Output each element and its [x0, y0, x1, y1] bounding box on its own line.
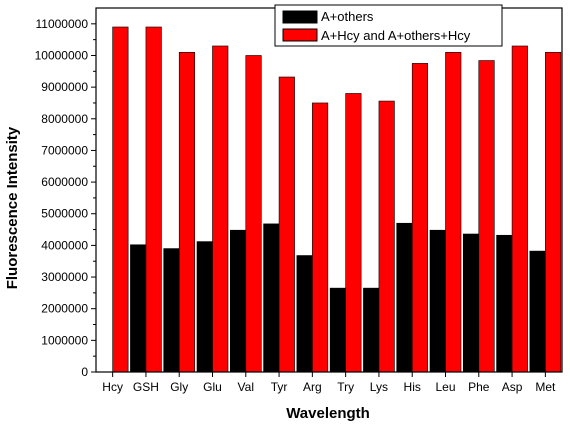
- bar-a-hcy-asp: [511, 45, 528, 373]
- legend-label-a-hcy: A+Hcy and A+others+Hcy: [321, 28, 471, 43]
- bar-a-others-his: [396, 222, 413, 373]
- bar-a-others-phe: [462, 233, 480, 373]
- bar-a-hcy-met: [545, 52, 562, 373]
- bar-a-others-met: [529, 250, 546, 373]
- bar-a-others-tyr: [263, 223, 280, 373]
- y-tick-label-5: 5000000: [41, 207, 88, 221]
- x-tick-label-tyr: Tyr: [271, 380, 288, 394]
- bar-a-others-gsh: [130, 244, 147, 373]
- y-tick-label-6: 6000000: [41, 175, 88, 189]
- bar-a-hcy-try: [345, 93, 362, 373]
- bar-a-hcy-glu: [212, 45, 229, 373]
- x-axis-title: Wavelength: [286, 405, 370, 422]
- y-ticks-group: 0 1000000 2000000 3000000 4000000 5000000 6000…: [35, 17, 96, 379]
- legend: A+others A+Hcy and A+others+Hcy: [274, 4, 503, 47]
- x-ticks-group: Hcy GSH Gly Glu Val Tyr Arg Try Lys His Leu Phe Asp M…: [102, 372, 556, 394]
- x-tick-label-val: Val: [238, 380, 254, 394]
- legend-swatch-a-others: [282, 10, 318, 24]
- bar-a-others-leu: [429, 229, 446, 373]
- bar-a-others-val: [229, 229, 247, 373]
- bar-a-others-arg: [296, 255, 313, 373]
- x-tick-label-leu: Leu: [435, 380, 455, 394]
- y-tick-label-10: 10000000: [35, 48, 89, 62]
- bar-a-hcy-lys: [378, 100, 395, 373]
- bar-a-others-asp: [496, 234, 513, 373]
- bar-a-hcy-val: [245, 55, 262, 373]
- x-tick-label-his: His: [404, 380, 421, 394]
- x-tick-label-met: Met: [535, 380, 556, 394]
- bar-a-hcy-gly: [178, 52, 196, 373]
- y-axis-title: Fluorescence Intensity: [4, 126, 21, 289]
- x-tick-label-try: Try: [337, 380, 354, 394]
- y-tick-label-11: 11000000: [36, 17, 89, 31]
- y-tick-label-1: 1000000: [41, 333, 88, 347]
- bar-a-hcy-his: [411, 63, 429, 373]
- y-tick-label-3: 3000000: [41, 270, 88, 284]
- bars-group: [112, 26, 562, 373]
- y-tick-label-0: 0: [81, 365, 88, 379]
- legend-label-a-others: A+others: [321, 9, 374, 24]
- x-tick-label-phe: Phe: [468, 380, 490, 394]
- x-tick-label-gly: Gly: [170, 380, 188, 394]
- x-tick-label-hcy: Hcy: [102, 380, 123, 394]
- legend-swatch-a-hcy: [282, 28, 318, 42]
- x-tick-label-glu: Glu: [203, 380, 222, 394]
- y-tick-label-7: 7000000: [41, 143, 88, 157]
- bar-a-hcy-hcy: [112, 26, 129, 373]
- x-tick-label-gsh: GSH: [133, 380, 159, 394]
- x-tick-label-arg: Arg: [303, 380, 322, 394]
- bar-a-others-try: [329, 287, 346, 373]
- x-tick-label-asp: Asp: [502, 380, 523, 394]
- bar-a-hcy-arg: [312, 102, 329, 373]
- bar-a-hcy-phe: [478, 60, 495, 373]
- bar-a-others-lys: [363, 287, 380, 373]
- y-tick-label-8: 8000000: [41, 112, 88, 126]
- bar-a-others-gly: [163, 248, 180, 373]
- y-tick-label-4: 4000000: [41, 238, 88, 252]
- bar-a-hcy-leu: [445, 52, 462, 373]
- x-tick-label-lys: Lys: [370, 380, 388, 394]
- bar-a-hcy-tyr: [278, 76, 295, 373]
- y-tick-label-9: 9000000: [41, 80, 88, 94]
- bar-a-others-glu: [196, 241, 213, 373]
- y-tick-label-2: 2000000: [41, 302, 88, 316]
- bar-a-hcy-gsh: [145, 26, 162, 373]
